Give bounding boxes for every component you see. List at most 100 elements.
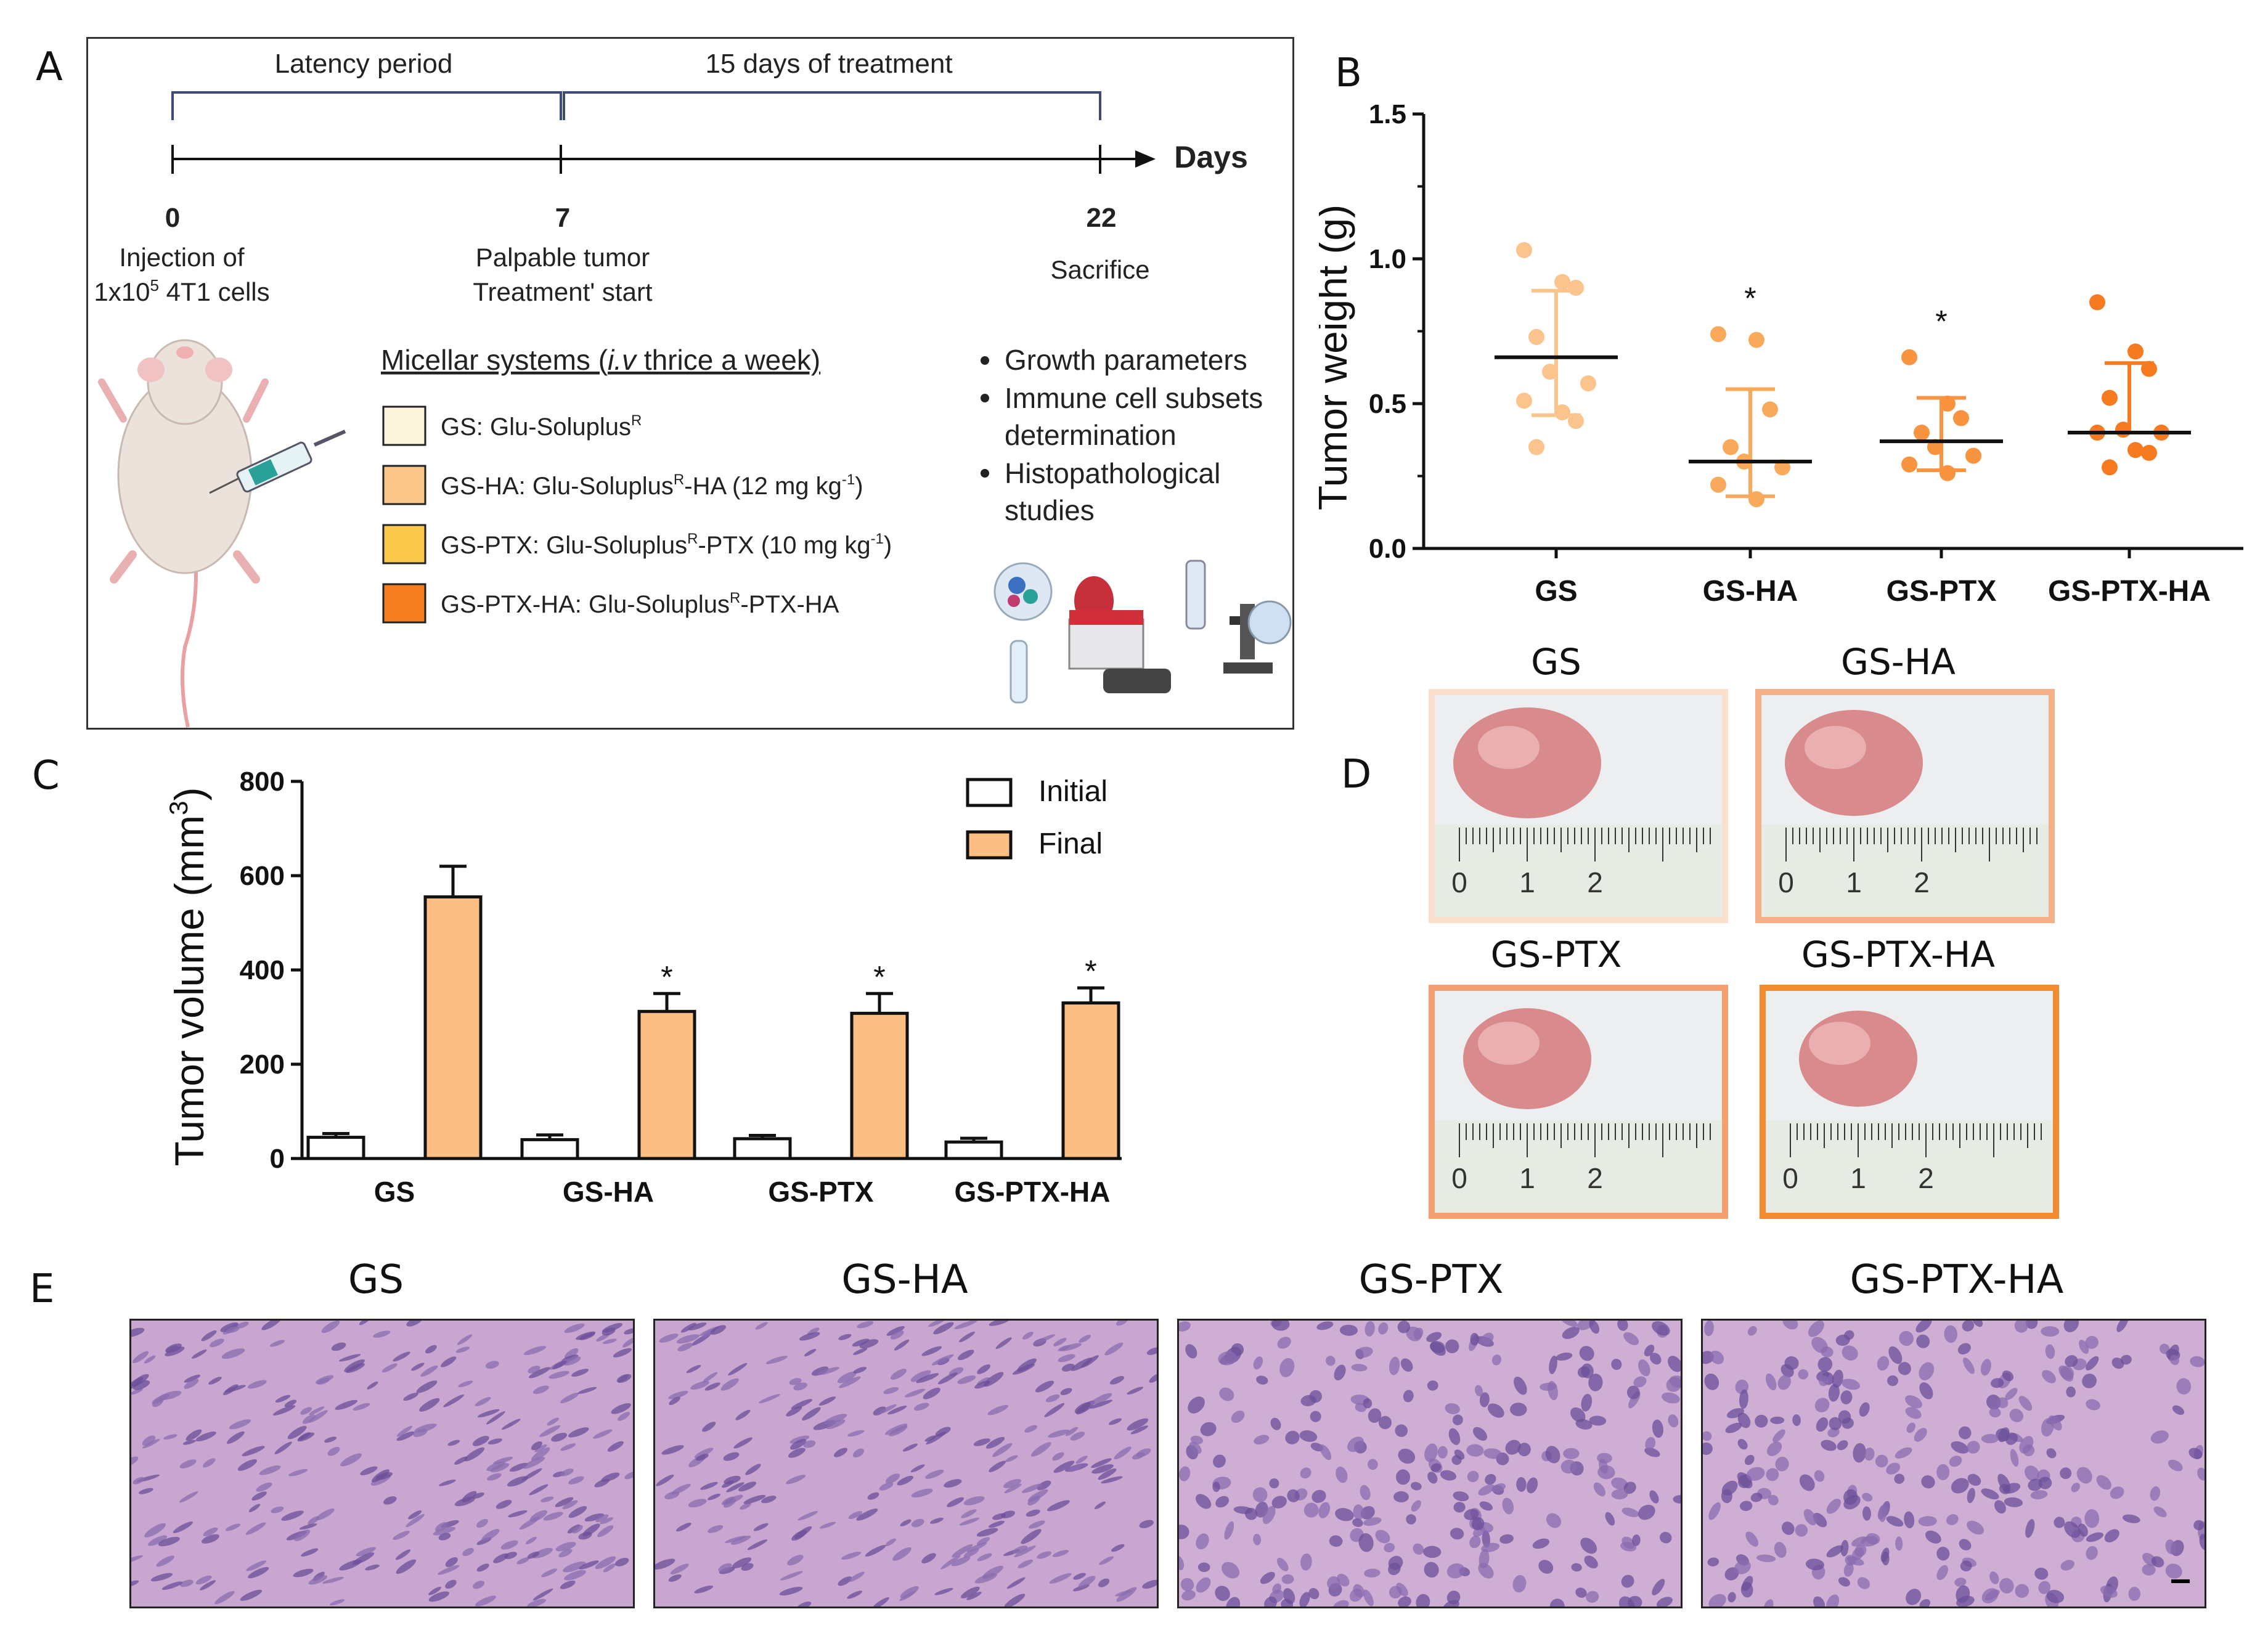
cell-nucleus <box>242 1446 265 1457</box>
tumor-icon <box>1463 1008 1591 1109</box>
cell-nucleus <box>1798 1369 1809 1380</box>
ruler-body <box>1435 825 1722 917</box>
study-growth: Growth parameters <box>1005 344 1247 376</box>
cell-nucleus <box>163 1434 177 1440</box>
cell-nucleus <box>1951 1441 1969 1454</box>
x-tick-label: GS-HA <box>563 1176 654 1208</box>
cell-nucleus <box>472 1492 484 1499</box>
photo-label-gs-ptx-ha: GS-PTX-HA <box>1801 934 1996 975</box>
cell-nucleus <box>1260 1571 1275 1584</box>
cell-nucleus <box>1962 1321 1975 1332</box>
cell-nucleus <box>819 1521 836 1529</box>
cell-nucleus <box>1363 1517 1382 1526</box>
cell-nucleus <box>719 1566 735 1574</box>
cell-nucleus <box>564 1570 586 1581</box>
cell-nucleus <box>928 1321 946 1327</box>
cell-nucleus <box>1279 1358 1295 1377</box>
cell-nucleus <box>572 1525 583 1534</box>
cell-nucleus <box>1638 1504 1655 1520</box>
cell-nucleus <box>1708 1594 1726 1607</box>
data-point <box>1710 326 1726 343</box>
cell-nucleus <box>1509 1403 1527 1417</box>
cell-nucleus <box>1231 1343 1244 1356</box>
cell-nucleus <box>1094 1501 1106 1510</box>
cell-nucleus <box>1398 1596 1411 1607</box>
data-point <box>2127 343 2144 360</box>
cell-nucleus <box>1516 1477 1527 1492</box>
cell-nucleus <box>2058 1365 2074 1382</box>
cell-nucleus <box>1212 1481 1220 1493</box>
cell-nucleus <box>694 1448 714 1459</box>
data-point <box>2127 442 2144 458</box>
cell-nucleus <box>595 1514 609 1523</box>
data-point <box>1965 447 1981 464</box>
cell-nucleus <box>2153 1506 2167 1518</box>
cell-nucleus <box>1605 1512 1615 1526</box>
cell-nucleus <box>931 1354 954 1366</box>
cell-nucleus <box>671 1483 691 1495</box>
cell-nucleus <box>1621 1507 1639 1517</box>
cell-nucleus <box>1905 1407 1922 1419</box>
cell-nucleus <box>786 1406 802 1417</box>
cell-nucleus <box>1256 1375 1268 1385</box>
cell-nucleus <box>1003 1479 1022 1488</box>
cell-nucleus <box>957 1350 974 1361</box>
cell-nucleus <box>1030 1442 1051 1457</box>
cell-nucleus <box>1427 1472 1438 1484</box>
cell-nucleus <box>1514 1376 1527 1395</box>
cell-nucleus <box>2169 1354 2180 1366</box>
cell-nucleus <box>703 1372 718 1383</box>
cell-nucleus <box>1652 1321 1670 1336</box>
cell-nucleus <box>1200 1422 1217 1436</box>
cell-nucleus <box>1485 1473 1496 1485</box>
cell-nucleus <box>695 1454 709 1461</box>
cell-nucleus <box>1505 1440 1521 1455</box>
cell-nucleus <box>2003 1483 2021 1494</box>
cell-nucleus <box>1368 1459 1378 1470</box>
cell-nucleus <box>914 1403 929 1411</box>
cell-nucleus <box>1611 1489 1628 1500</box>
cell-nucleus <box>555 1497 574 1507</box>
ruler-label: 1 <box>1519 866 1535 898</box>
cell-nucleus <box>1571 1563 1582 1572</box>
cell-nucleus <box>261 1321 281 1330</box>
cell-nucleus <box>1452 1414 1463 1425</box>
cell-nucleus <box>179 1459 197 1468</box>
cell-nucleus <box>1894 1473 1905 1484</box>
cell-nucleus <box>1633 1376 1647 1388</box>
cell-nucleus <box>184 1374 201 1383</box>
cell-nucleus <box>1053 1460 1075 1473</box>
cell-nucleus <box>1621 1536 1635 1549</box>
cell-nucleus <box>2172 1405 2185 1415</box>
data-point <box>2089 294 2105 311</box>
cell-nucleus <box>186 1429 202 1441</box>
cell-nucleus <box>525 1536 537 1545</box>
cell-nucleus <box>1318 1502 1331 1518</box>
cell-nucleus <box>2063 1321 2079 1332</box>
cell-nucleus <box>1363 1589 1374 1607</box>
cell-nucleus <box>1766 1441 1782 1456</box>
cell-nucleus <box>1337 1573 1350 1587</box>
micellar-item-gs-ptx: GS-PTX: Glu-SoluplusR-PTX (10 mg kg-1) <box>441 531 892 559</box>
cell-nucleus <box>2064 1521 2081 1538</box>
cell-nucleus <box>1481 1542 1499 1552</box>
timeline-diagram: Latency period 15 days of treatment Days… <box>94 49 1292 728</box>
cell-nucleus <box>1826 1594 1840 1607</box>
cell-nucleus <box>1454 1449 1465 1460</box>
cell-nucleus <box>490 1463 510 1473</box>
cell-nucleus <box>201 1330 217 1342</box>
cell-nucleus <box>1360 1484 1371 1501</box>
cell-nucleus <box>2199 1534 2205 1550</box>
day22-label: 22 <box>1087 203 1117 233</box>
cell-nucleus <box>688 1322 707 1330</box>
bar-initial <box>944 1140 1003 1160</box>
cell-nucleus <box>787 1555 804 1566</box>
tumor-photo-gs: 0 1 2 <box>1429 689 1728 923</box>
cell-nucleus <box>2046 1589 2065 1603</box>
cell-nucleus <box>2038 1581 2051 1594</box>
cell-nucleus <box>613 1348 632 1358</box>
cell-nucleus <box>1584 1555 1598 1569</box>
cell-nucleus <box>933 1322 954 1335</box>
event22-label: Sacrifice <box>1050 255 1149 284</box>
cell-nucleus <box>173 1521 194 1533</box>
